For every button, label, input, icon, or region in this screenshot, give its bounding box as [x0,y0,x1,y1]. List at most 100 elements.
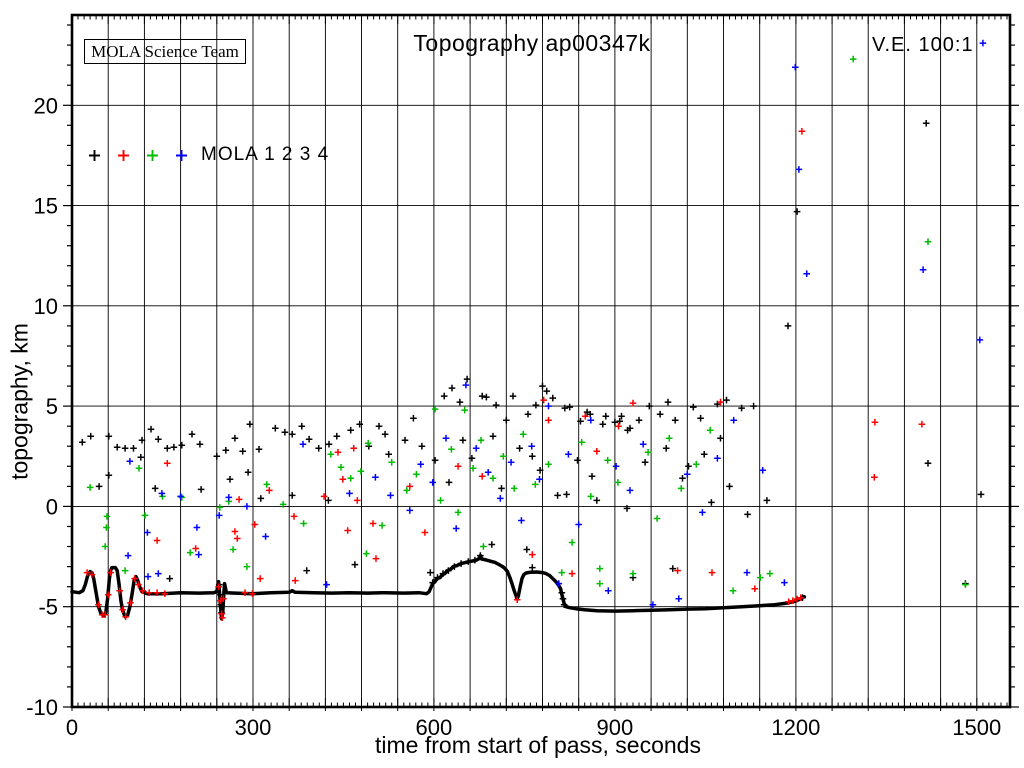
scatter-point-mola-1 [325,497,332,504]
scatter-point-mola-4 [792,63,799,71]
scatter-point-mola-2 [290,513,298,520]
scatter-point-mola-1 [554,492,561,499]
scatter-point-mola-1 [561,404,569,412]
scatter-point-mola-1 [488,541,496,548]
scatter-point-mola-4 [684,471,691,478]
scatter-point-mola-4 [976,336,984,344]
scatter-point-mola-1 [231,434,239,442]
scatter-point-mola-2 [871,474,878,481]
scatter-point-mola-4 [743,569,751,576]
scatter-point-mola-4 [193,524,201,531]
scatter-point-mola-3 [229,546,237,553]
scatter-point-mola-1 [641,459,649,466]
y-tick-label: 5 [46,394,58,419]
scatter-point-mola-3 [103,524,110,531]
scatter-point-mola-1 [431,457,439,464]
scatter-point-mola-1 [586,410,594,418]
scatter-point-mola-1 [105,472,113,479]
scatter-point-mola-2 [256,575,264,582]
scatter-point-mola-3 [924,238,932,245]
scatter-point-mola-4 [518,517,525,524]
scatter-point-mola-1 [543,387,550,395]
scatter-point-mola-1 [593,497,601,504]
scatter-point-mola-1 [410,414,417,422]
scatter-point-mola-1 [523,546,531,553]
scatter-point-mola-1 [164,445,171,452]
x-tick-label: 0 [66,715,78,740]
scatter-point-mola-1 [664,398,672,406]
scatter-point-mola-2 [320,493,328,500]
scatter-point-mola-3 [644,449,652,456]
scatter-point-mola-3 [558,569,566,576]
scatter-point-mola-4 [429,479,436,486]
scatter-point-mola-1 [166,575,173,582]
scatter-point-mola-4 [730,416,737,424]
scatter-point-mola-3 [532,481,539,488]
scatter-point-mola-4 [243,503,251,510]
scatter-point-mola-1 [924,460,932,467]
plus-icon [89,149,100,161]
scatter-point-mola-2 [421,529,429,536]
scatter-point-mola-2 [334,449,342,456]
scatter-point-mola-1 [255,446,263,453]
scatter-point-mola-2 [582,412,589,420]
scatter-point-mola-1 [315,445,322,452]
scatter-point-mola-1 [679,475,686,482]
scatter-point-mola-1 [977,491,985,498]
scatter-point-mola-1 [356,420,363,428]
scatter-point-mola-2 [793,595,801,603]
scatter-point-mola-2 [249,590,256,597]
scatter-point-mola-2 [454,463,462,470]
scatter-point-mola-1 [272,424,279,432]
scatter-point-mola-4 [158,490,166,497]
x-axis-title: time from start of pass, seconds [375,732,701,758]
scatter-point-mola-3 [178,494,186,501]
scatter-point-mola-2 [629,399,637,407]
scatter-point-mola-3 [604,457,611,464]
scatter-point-mola-3 [403,487,411,494]
scatter-point-mola-1 [298,422,306,430]
scatter-point-mola-1 [524,410,532,418]
scatter-point-mola-1 [626,424,634,432]
scatter-point-mola-3 [216,504,224,511]
scatter-point-mola-1 [559,595,567,602]
scatter-point-mola-1 [239,448,246,455]
scatter-point-mola-1 [690,403,697,411]
scatter-point-mola-2 [192,545,199,552]
scatter-point-mola-3 [300,520,307,527]
scatter-point-mola-3 [519,430,527,438]
scatter-point-mola-4 [387,492,394,499]
scatter-point-mola-1 [95,483,103,490]
scatter-point-mola-2 [674,567,681,574]
scatter-point-mola-2 [135,581,142,588]
scatter-point-mola-1 [700,451,708,458]
scatter-point-mola-3 [243,563,251,570]
scatter-point-mola-3 [614,479,622,486]
scatter-point-mola-2 [88,571,96,578]
y-tick-label: 20 [34,93,58,118]
scatter-point-mola-1 [138,436,146,444]
y-axis-title: topography, km [6,323,33,480]
scatter-point-mola-1 [618,412,625,420]
scatter-point-mola-1 [793,208,801,215]
scatter-point-mola-3 [186,549,194,556]
scatter-point-mola-1 [427,569,434,576]
scatter-point-mola-4 [699,509,706,516]
scatter-point-mola-2 [131,575,138,582]
scatter-point-mola-1 [529,453,536,460]
scatter-point-mola-3 [757,574,764,581]
scatter-point-mola-1 [509,392,517,400]
scatter-point-mola-2 [231,528,239,535]
scatter-point-mola-4 [795,166,803,173]
scatter-point-mola-2 [241,589,249,596]
scatter-point-mola-1 [170,443,178,451]
scatter-point-mola-1 [178,441,186,449]
scatter-point-mola-3 [766,570,774,577]
scatter-point-mola-2 [350,445,357,452]
x-tick-label: 900 [597,715,634,740]
scatter-point-mola-1 [717,434,724,442]
scatter-point-mola-1 [558,589,566,596]
scatter-point-mola-1 [113,443,121,451]
scatter-point-mola-1 [477,552,484,559]
